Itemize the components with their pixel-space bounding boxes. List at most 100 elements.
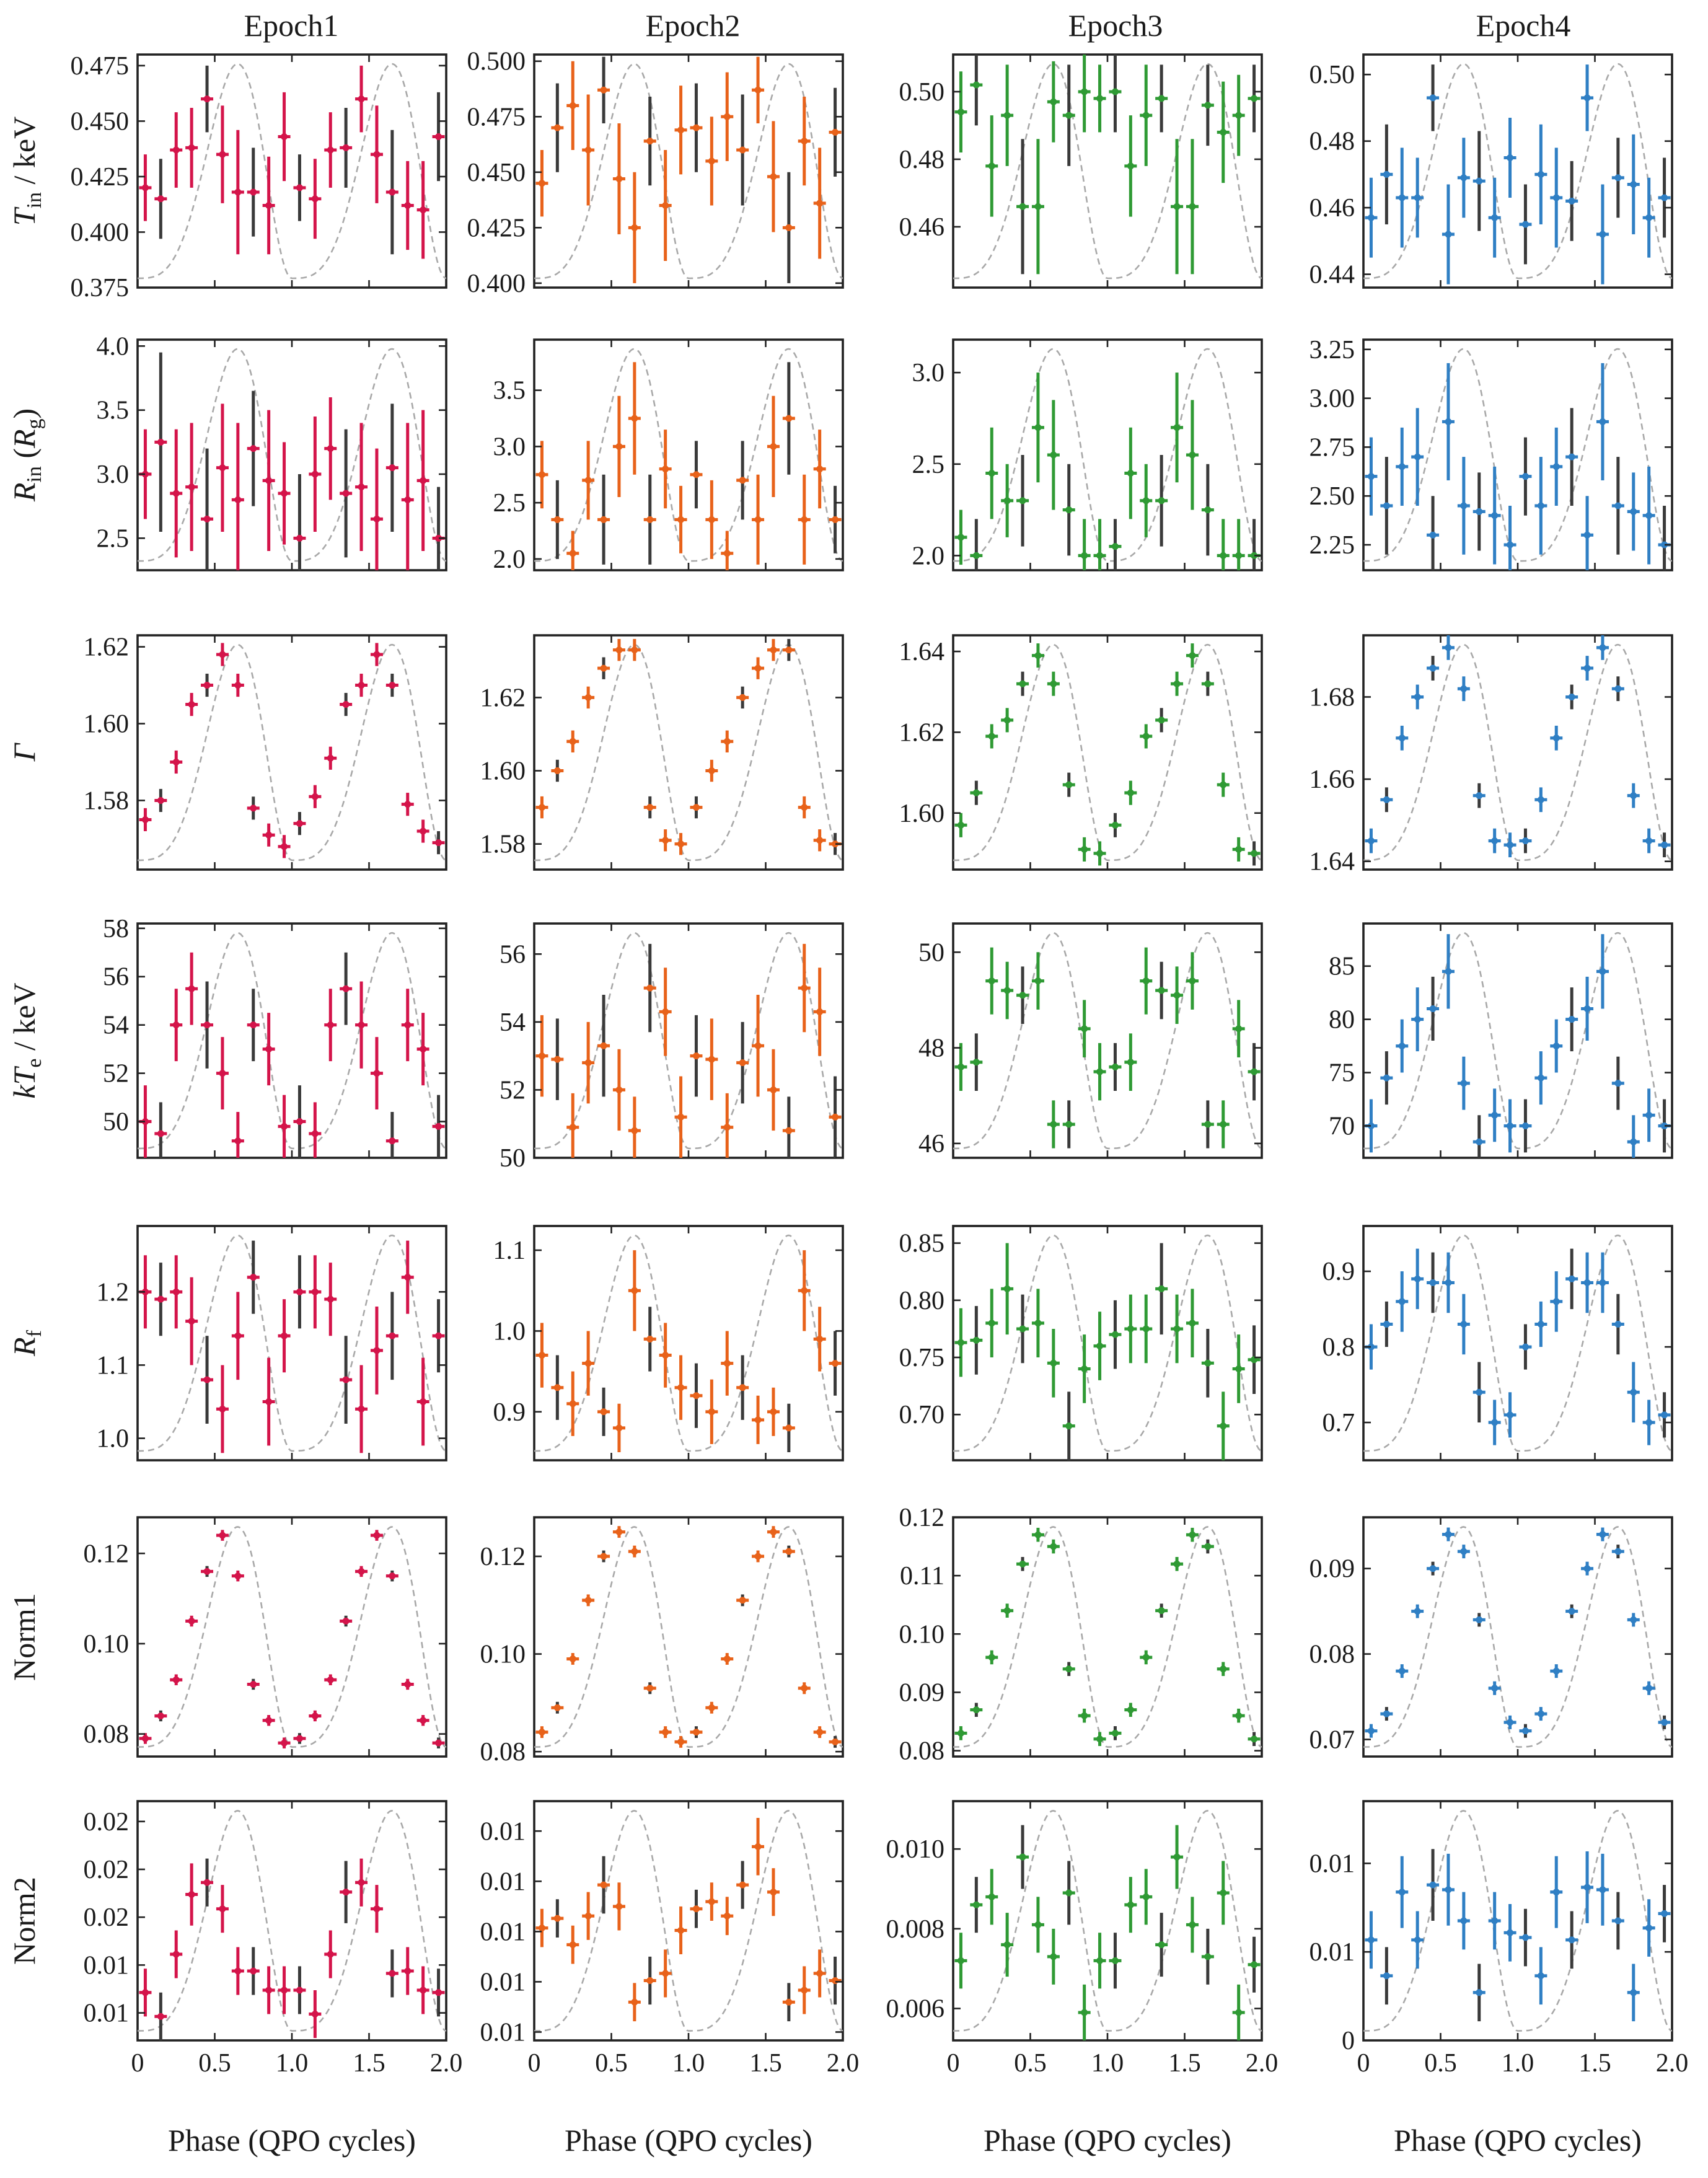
- data-point: [139, 154, 152, 221]
- data-point: [1380, 1947, 1393, 2005]
- data-marker: [832, 1977, 839, 1984]
- data-marker: [281, 133, 288, 140]
- data-point: [1124, 1294, 1137, 1364]
- row-label-6: Norm1: [7, 1593, 42, 1681]
- data-point: [1124, 780, 1137, 805]
- data-point: [954, 1043, 967, 1091]
- data-marker: [172, 758, 180, 765]
- data-point: [1550, 1664, 1563, 1678]
- data-marker: [1050, 1543, 1057, 1550]
- data-point: [1627, 1115, 1640, 1158]
- y-tick-label: 3.5: [493, 377, 526, 405]
- data-marker: [219, 151, 226, 158]
- data-point: [1248, 1043, 1261, 1101]
- x-axis-label-epoch3: Phase (QPO cycles): [984, 2123, 1231, 2158]
- y-tick-label: 2.5: [493, 489, 526, 518]
- x-tick-label: 0.5: [198, 2049, 231, 2078]
- y-tick-label: 0.44: [1310, 261, 1355, 289]
- data-point: [1186, 643, 1199, 668]
- data-point: [612, 1882, 625, 1931]
- y-tick-label: 1.1: [97, 1351, 130, 1380]
- data-point: [1248, 64, 1261, 133]
- data-point: [1201, 671, 1214, 696]
- data-point: [416, 1357, 429, 1446]
- data-point: [309, 1102, 322, 1158]
- data-marker: [723, 1360, 731, 1367]
- data-marker: [1614, 174, 1622, 182]
- data-point: [767, 1868, 780, 1916]
- y-tick-label: 0.09: [1310, 1555, 1355, 1584]
- model-curve: [953, 63, 1262, 280]
- data-point: [612, 123, 625, 235]
- data-point: [1581, 1851, 1594, 1923]
- data-marker: [1476, 792, 1483, 800]
- data-point: [954, 509, 967, 565]
- data-point: [628, 172, 641, 283]
- data-marker: [1235, 552, 1243, 559]
- data-point: [432, 1969, 445, 2017]
- data-marker: [1383, 1972, 1390, 1980]
- data-marker: [358, 682, 365, 689]
- data-marker: [1142, 497, 1150, 505]
- data-marker: [1367, 1936, 1375, 1944]
- data-marker: [1019, 1853, 1026, 1861]
- data-point: [705, 117, 718, 206]
- data-point: [278, 1737, 291, 1748]
- data-point: [416, 1714, 429, 1726]
- x-tick-label: 0: [131, 2049, 144, 2078]
- data-point: [170, 429, 183, 558]
- model-curve: [138, 932, 446, 1150]
- data-point: [1047, 671, 1060, 696]
- data-point: [1565, 161, 1578, 241]
- y-tick-label: 0.02: [84, 1903, 130, 1932]
- data-marker: [373, 515, 381, 522]
- data-marker: [373, 1532, 381, 1539]
- data-marker: [677, 1113, 685, 1121]
- data-marker: [569, 1124, 576, 1131]
- data-marker: [1521, 1934, 1529, 1941]
- data-point: [798, 1250, 811, 1331]
- data-point: [385, 403, 398, 532]
- data-point: [1503, 1099, 1517, 1153]
- data-point: [798, 1682, 811, 1695]
- data-marker: [662, 837, 669, 844]
- y-tick-label: 0.01: [1310, 1938, 1355, 1967]
- data-marker: [723, 550, 731, 557]
- data-marker: [631, 1998, 638, 2006]
- data-point: [1534, 1947, 1547, 2005]
- data-marker: [1204, 102, 1212, 109]
- data-point: [1155, 1603, 1168, 1618]
- y-tick-label: 0.010: [886, 1835, 945, 1864]
- data-marker: [311, 470, 319, 478]
- data-point: [1534, 1707, 1547, 1721]
- data-point: [736, 1021, 749, 1104]
- data-marker: [1429, 1005, 1437, 1012]
- data-marker: [1003, 1941, 1011, 1949]
- data-marker: [1003, 716, 1011, 724]
- data-point: [278, 1299, 291, 1373]
- plot-frame: [952, 53, 1263, 289]
- data-marker: [311, 793, 319, 800]
- data-point: [262, 1357, 275, 1446]
- y-tick-label: 0.11: [900, 1562, 944, 1590]
- data-marker: [1111, 1331, 1119, 1338]
- data-marker: [631, 1127, 638, 1134]
- data-point: [1001, 464, 1014, 537]
- data-marker: [569, 550, 576, 557]
- data-marker: [832, 516, 839, 523]
- data-marker: [1460, 502, 1468, 509]
- data-marker: [770, 1889, 777, 1896]
- data-point: [1093, 841, 1106, 866]
- data-point: [690, 1363, 703, 1428]
- data-marker: [1599, 418, 1606, 425]
- data-marker: [1142, 112, 1150, 119]
- plot-frame: [136, 1800, 447, 2042]
- data-point: [1201, 464, 1214, 556]
- data-point: [416, 1966, 429, 2014]
- data-point: [340, 107, 353, 188]
- data-marker: [373, 1347, 381, 1354]
- data-marker: [1521, 473, 1529, 480]
- data-point: [813, 430, 826, 509]
- y-tick-label: 0.48: [899, 146, 945, 174]
- y-tick-label: 0.08: [1310, 1641, 1355, 1669]
